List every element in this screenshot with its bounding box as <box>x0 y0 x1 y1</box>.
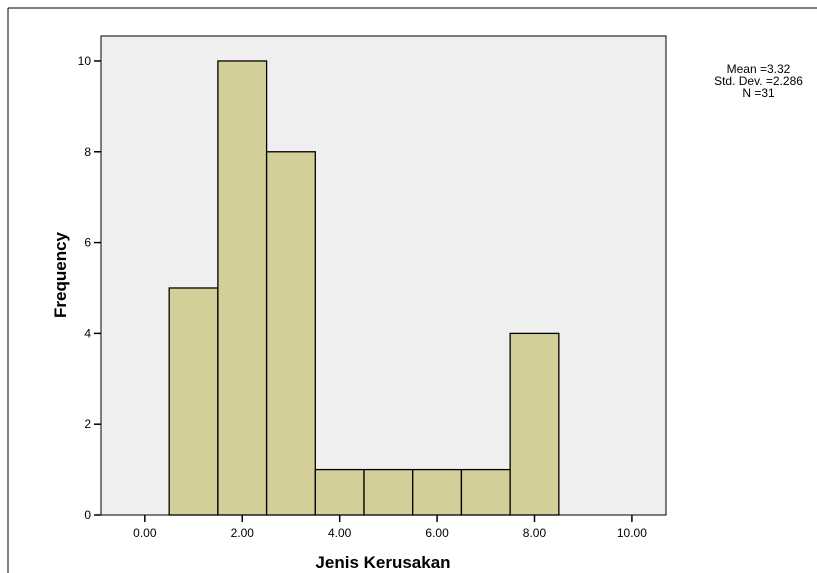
x-axis: 0.00 2.00 4.00 6.00 8.00 10.00 <box>133 515 647 540</box>
histogram-bar-5 <box>363 468 414 516</box>
stat-mean: Mean =3.32 <box>726 63 791 76</box>
y-tick-label: 2 <box>84 417 91 431</box>
statistics-box: Mean =3.32 Std. Dev. =2.286 N =31 <box>700 63 817 99</box>
x-tick-label: 0.00 <box>133 526 157 540</box>
y-tick-label: 4 <box>84 326 91 340</box>
y-tick-label: 6 <box>84 236 91 250</box>
histogram-bar-8 <box>509 332 560 516</box>
plot-area <box>100 35 667 516</box>
histogram-bar-7 <box>460 468 511 516</box>
y-tick-label: 0 <box>84 508 91 522</box>
x-tick-label: 8.00 <box>523 526 547 540</box>
histogram-bar-1 <box>168 287 219 516</box>
stat-std-dev: Std. Dev. =2.286 <box>714 74 803 88</box>
y-tick-label: 10 <box>78 54 92 68</box>
stat-n: N =31 <box>742 86 775 99</box>
histogram-bar-6 <box>412 468 463 516</box>
histogram-bar-4 <box>314 468 365 516</box>
y-axis-label: Frequency <box>51 231 70 318</box>
x-axis-label: Jenis Kerusakan <box>315 553 450 572</box>
x-tick-label: 6.00 <box>425 526 449 540</box>
histogram-bar-3 <box>265 151 316 516</box>
y-axis: 0 2 4 6 8 10 <box>78 54 101 522</box>
x-tick-label: 10.00 <box>617 526 647 540</box>
y-tick-label: 8 <box>84 145 91 159</box>
histogram-bar-2 <box>217 60 268 516</box>
x-tick-label: 4.00 <box>328 526 352 540</box>
bars-group <box>168 60 560 516</box>
x-tick-label: 2.00 <box>231 526 255 540</box>
